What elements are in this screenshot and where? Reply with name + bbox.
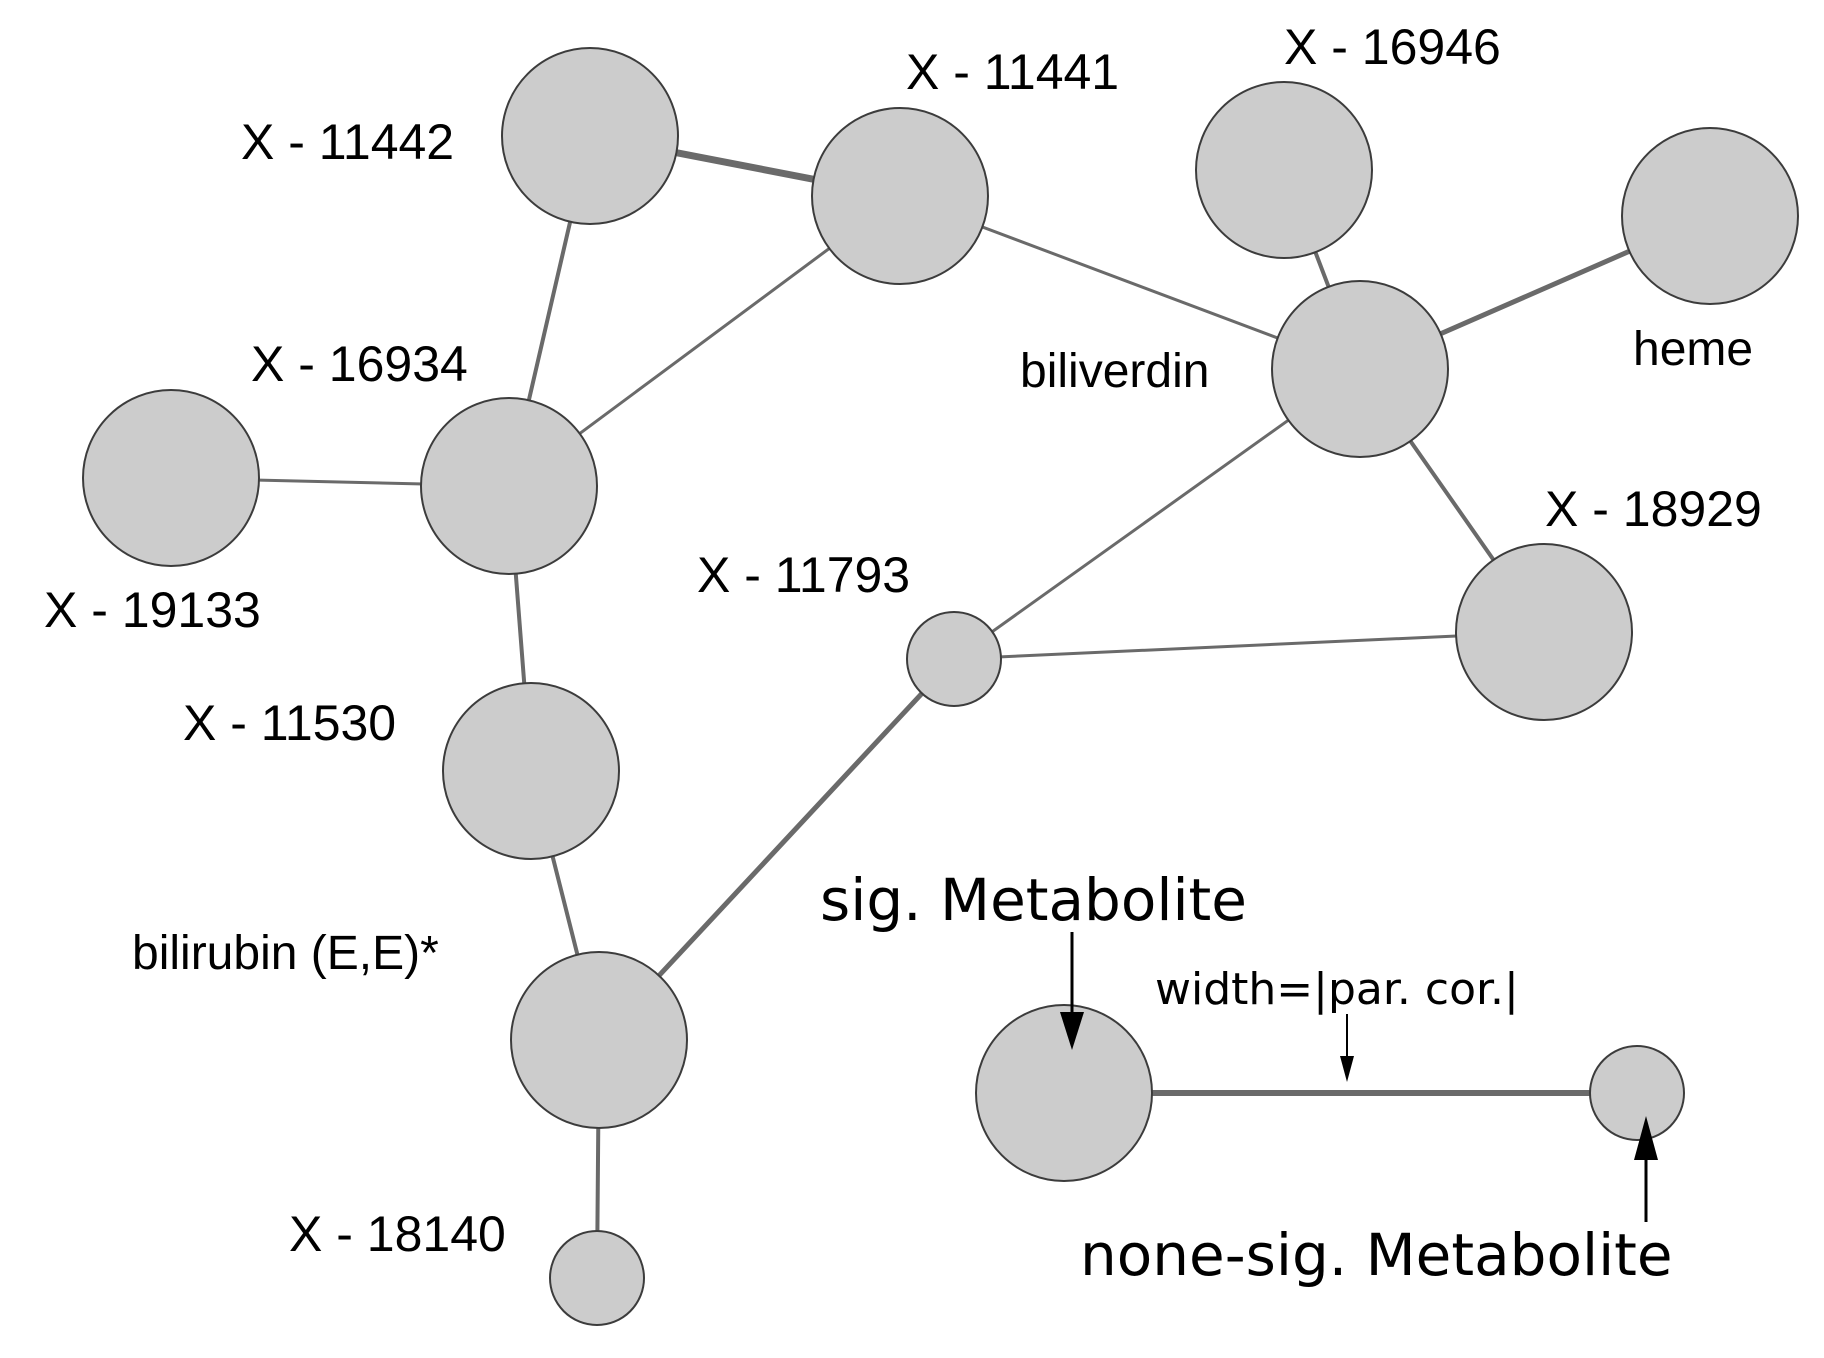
legend-sig-node	[975, 1004, 1153, 1182]
label-biliverdin: biliverdin	[1020, 345, 1209, 398]
label-heme: heme	[1633, 323, 1753, 376]
label-x11793: X - 11793	[697, 547, 910, 603]
legend-sig-label: sig. Metabolite	[820, 866, 1247, 934]
node-biliverdin	[1271, 280, 1449, 458]
legend-width-label: width=|par. cor.|	[1155, 964, 1519, 1015]
node-x11530	[442, 682, 620, 860]
legend-nonsig-arrow	[1634, 1116, 1658, 1222]
network-nodes	[82, 47, 1799, 1326]
legend-nonsig-label: none-sig. Metabolite	[1080, 1221, 1673, 1289]
node-x11441	[811, 107, 989, 285]
network-labels: X - 11442 X - 11441 X - 16946 heme biliv…	[44, 19, 1762, 1262]
node-x19133	[82, 389, 260, 567]
label-bilirubin: bilirubin (E,E)*	[132, 927, 439, 980]
legend-sig-arrow	[1060, 932, 1084, 1050]
node-x18929	[1455, 543, 1633, 721]
network-edges	[169, 132, 1713, 1280]
node-heme	[1621, 127, 1799, 305]
label-x18929: X - 18929	[1545, 481, 1762, 537]
label-x11530: X - 11530	[183, 695, 396, 751]
node-x18140	[549, 1230, 645, 1326]
node-x11793	[906, 611, 1002, 707]
label-x11441: X - 11441	[906, 44, 1119, 100]
edge-x11793-x18929	[952, 630, 1546, 661]
label-x19133: X - 19133	[44, 582, 261, 638]
node-x11442	[501, 47, 679, 225]
label-x11442: X - 11442	[241, 114, 454, 170]
node-bilirubin	[510, 951, 688, 1129]
legend-nonsig-node	[1589, 1045, 1685, 1141]
legend: sig. Metabolite width=|par. cor.| none-s…	[820, 866, 1685, 1289]
label-x18140: X - 18140	[289, 1206, 506, 1262]
legend-width-arrow	[1340, 1014, 1354, 1082]
label-x16946: X - 16946	[1284, 19, 1501, 75]
node-x16946	[1195, 81, 1373, 259]
node-x16934	[420, 397, 598, 575]
label-x16934: X - 16934	[251, 336, 468, 392]
